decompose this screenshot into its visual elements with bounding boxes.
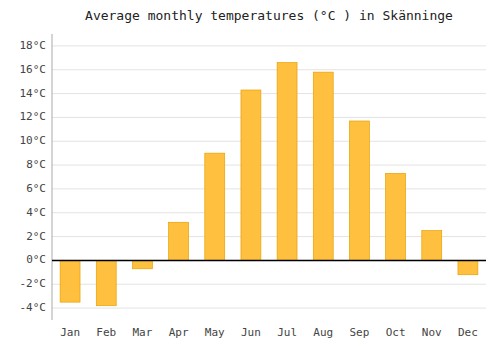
x-tick-label: Mar	[132, 326, 152, 339]
x-tick-label: Nov	[422, 326, 442, 339]
grid-line	[52, 308, 486, 309]
bar	[458, 260, 478, 274]
bar	[277, 63, 297, 261]
zero-line	[52, 260, 486, 262]
x-tick-label: Jun	[241, 326, 261, 339]
y-tick-label: 8°C	[26, 158, 46, 171]
x-tick-label: Sep	[349, 326, 369, 339]
x-axis: Jan Feb Mar Apr May Jun Jul Aug Sep Oct Nov Dec	[60, 326, 478, 339]
bar	[132, 260, 152, 268]
grid-line	[52, 236, 486, 237]
x-tick-label: Feb	[96, 326, 116, 339]
grid-line	[52, 141, 486, 142]
grid-line	[52, 93, 486, 94]
y-tick-label: 4°C	[26, 206, 46, 219]
bar	[96, 260, 116, 305]
x-tick-label: Oct	[386, 326, 406, 339]
grid-line	[52, 69, 486, 70]
bars	[60, 63, 478, 306]
bar	[205, 153, 225, 260]
grid-line	[52, 260, 486, 261]
bar	[241, 90, 261, 260]
x-tick-label: Jul	[277, 326, 297, 339]
grid-line	[52, 165, 486, 166]
y-tick-label: 10°C	[20, 134, 47, 147]
x-tick-label: Jan	[60, 326, 80, 339]
y-tick-label: -2°C	[20, 277, 47, 290]
grid-line	[52, 284, 486, 285]
y-tick-label: 18°C	[20, 39, 47, 52]
grid-line	[52, 188, 486, 189]
y-axis-line	[52, 34, 53, 320]
title: Average monthly temperatures (°C ) in Sk…	[85, 8, 453, 23]
x-tick-label: Apr	[169, 326, 189, 339]
bar	[313, 72, 333, 260]
y-tick-label: 12°C	[20, 110, 47, 123]
x-tick-label: Aug	[313, 326, 333, 339]
x-tick-label: May	[205, 326, 225, 339]
bar	[60, 260, 80, 302]
bar	[386, 173, 406, 260]
grid-line	[52, 45, 486, 46]
y-tick-label: 0°C	[26, 253, 46, 266]
chart: Average monthly temperatures (°C ) in Sk…	[0, 0, 500, 350]
bar	[422, 231, 442, 261]
y-tick-label: -4°C	[20, 301, 47, 314]
grid-line	[52, 212, 486, 213]
bar	[169, 222, 189, 260]
bar	[349, 121, 369, 260]
y-tick-label: 6°C	[26, 182, 46, 195]
x-tick-label: Dec	[458, 326, 478, 339]
y-tick-label: 16°C	[20, 63, 47, 76]
grid-line	[52, 117, 486, 118]
y-axis: -4°C -2°C 0°C 2°C 4°C 6°C 8°C 10°C 12°C 14°C 16°C 1…	[20, 39, 47, 314]
y-tick-label: 14°C	[20, 87, 47, 100]
grid	[52, 46, 486, 308]
y-tick-label: 2°C	[26, 230, 46, 243]
